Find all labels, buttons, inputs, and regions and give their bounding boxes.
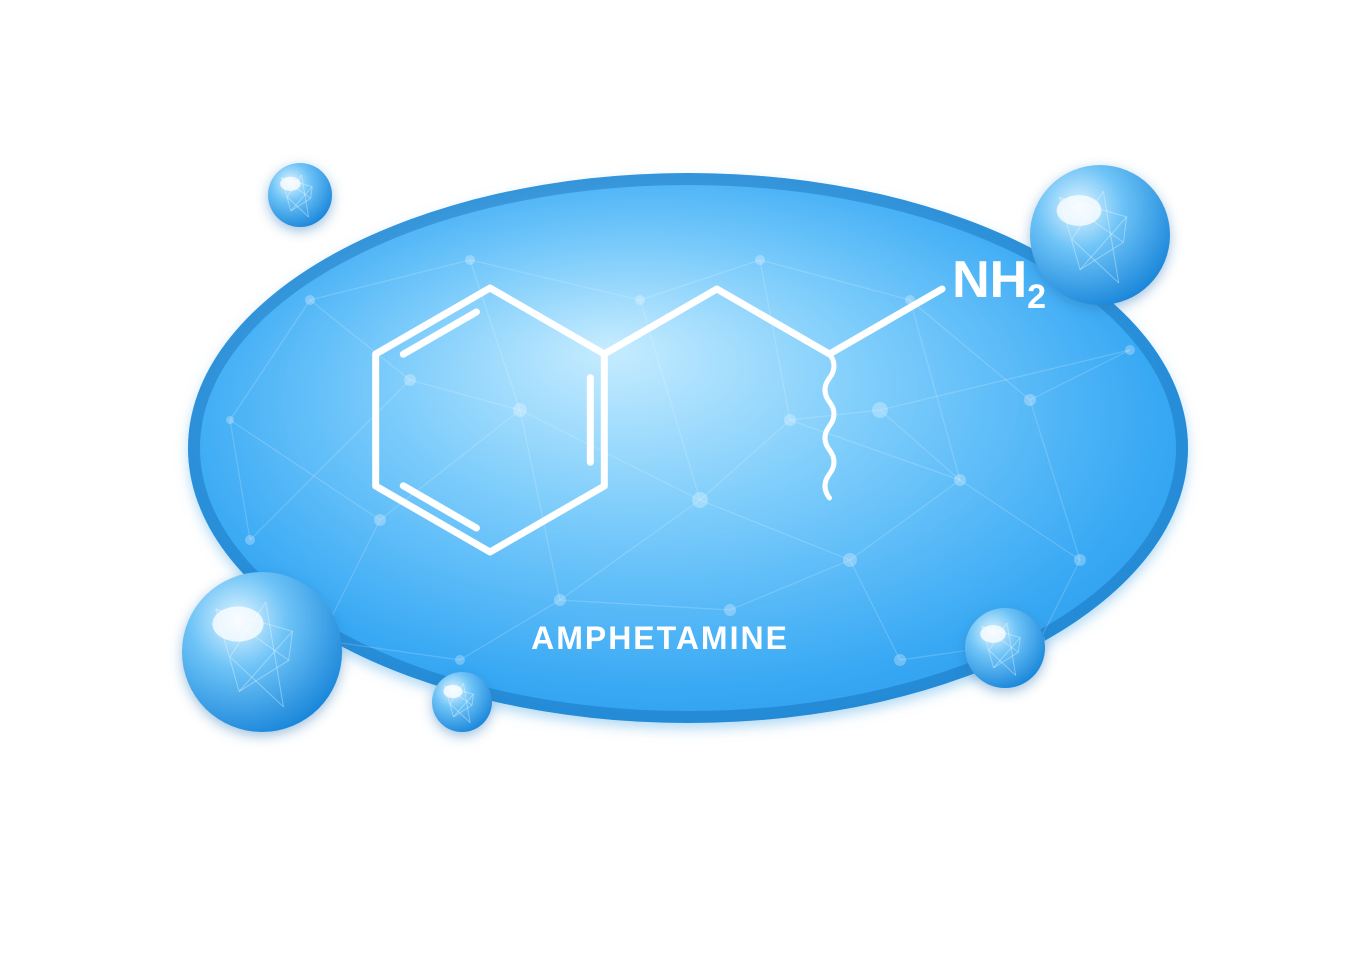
infographic-canvas — [0, 0, 1371, 980]
compound-title: AMPHETAMINE — [531, 620, 789, 657]
nh2-label: NH2 — [952, 250, 1046, 310]
nh2-main: NH — [952, 251, 1027, 309]
stage: NH2 AMPHETAMINE — [0, 0, 1371, 980]
nh2-sub: 2 — [1027, 278, 1046, 316]
